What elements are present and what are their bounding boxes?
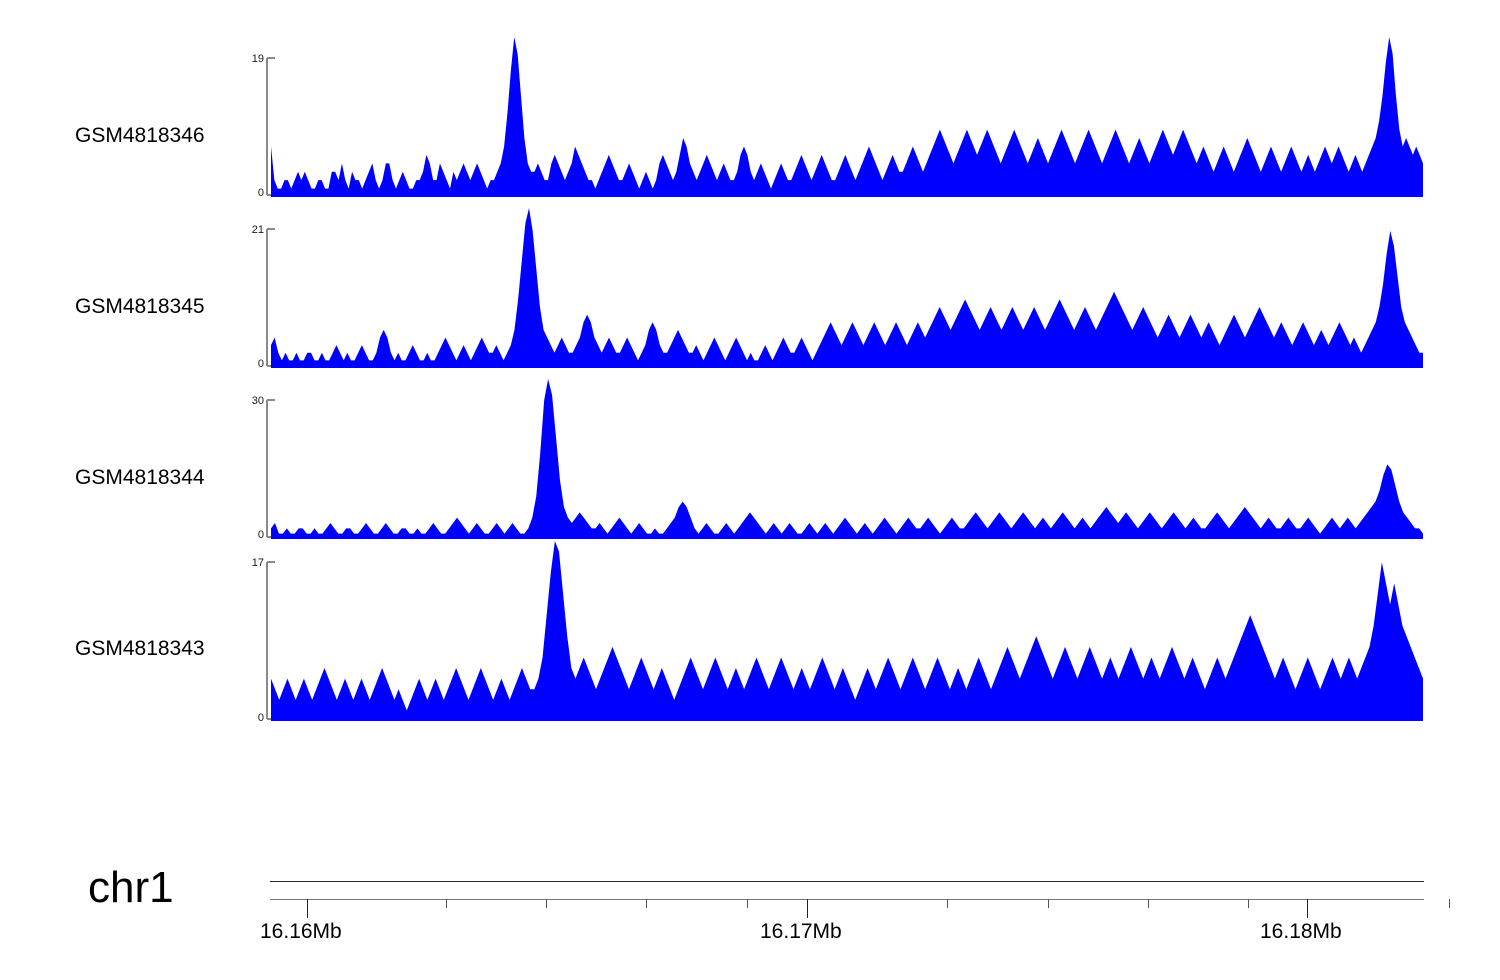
axis-min-label: 0 xyxy=(257,712,264,724)
track-label: GSM4818346 xyxy=(75,124,205,147)
axis-min-label: 0 xyxy=(257,358,264,370)
coverage-area-2 xyxy=(271,379,1423,539)
coverage-area-0 xyxy=(271,37,1423,197)
axis-max-label: 30 xyxy=(251,395,264,407)
axis-tick-major xyxy=(307,899,308,918)
coverage-plot xyxy=(271,29,1423,199)
axis-tick-minor xyxy=(1248,899,1250,908)
axis-tick-label: 16.16Mb xyxy=(260,920,342,943)
axis-tick-minor xyxy=(646,899,648,908)
axis-min-label: 0 xyxy=(257,529,264,541)
axis-line-top xyxy=(270,881,1424,882)
axis-max-label: 19 xyxy=(251,53,264,65)
coverage-plot xyxy=(271,371,1423,541)
track-label: GSM4818343 xyxy=(75,637,205,660)
coverage-track: GSM4818345 21 0 xyxy=(0,195,1500,370)
axis-tick-major xyxy=(1307,899,1308,918)
axis-min-label: 0 xyxy=(257,187,264,199)
axis-tick-minor xyxy=(1449,899,1451,908)
axis-max-label: 21 xyxy=(251,224,264,236)
axis-tick-label: 16.18Mb xyxy=(1260,920,1342,943)
coverage-area-1 xyxy=(271,208,1423,368)
axis-tick-minor xyxy=(746,899,748,908)
axis-tick-minor xyxy=(1148,899,1149,908)
axis-tick-minor xyxy=(1047,899,1049,908)
coverage-track: GSM4818343 17 0 xyxy=(0,537,1500,724)
track-label: GSM4818344 xyxy=(75,466,205,489)
coverage-area-3 xyxy=(271,541,1423,721)
axis-tick-minor xyxy=(947,899,949,908)
axis-max-label: 17 xyxy=(251,557,264,569)
axis-tick-minor xyxy=(445,899,447,908)
axis-line-main xyxy=(270,899,1424,900)
axis-tick-minor xyxy=(546,899,547,908)
coverage-plot xyxy=(271,533,1423,723)
axis-tick-major xyxy=(807,899,808,918)
genome-axis[interactable]: 16.16Mb 16.17Mb 16.18Mb xyxy=(0,860,1500,980)
axis-tick-label: 16.17Mb xyxy=(760,920,842,943)
chromosome-label: chr1 xyxy=(88,863,174,912)
track-label: GSM4818345 xyxy=(75,295,205,318)
coverage-track: GSM4818344 30 0 xyxy=(0,366,1500,541)
coverage-track: GSM4818346 19 0 xyxy=(0,24,1500,199)
coverage-plot xyxy=(271,200,1423,370)
